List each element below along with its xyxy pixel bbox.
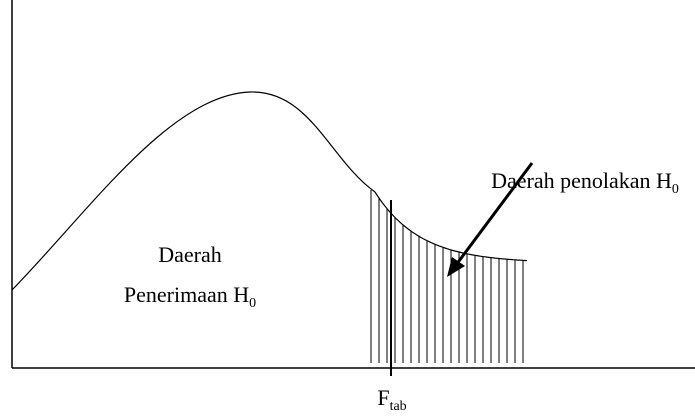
density-curve — [11, 91, 376, 291]
acceptance-label-main: Penerimaan H — [124, 282, 249, 307]
rejection-label-sub: 0 — [672, 182, 679, 197]
rejection-label-main: Daerah penolakan H — [491, 168, 672, 193]
arrow-shaft — [454, 162, 534, 266]
critical-value-label: Ftab — [377, 385, 406, 414]
acceptance-label-sub: 0 — [249, 296, 256, 311]
arrow-head — [447, 257, 465, 277]
acceptance-label: Penerimaan H0 — [124, 282, 256, 311]
critical-value-sub: tab — [390, 399, 407, 414]
critical-value-main: F — [377, 385, 389, 410]
acceptance-label: Daerah — [158, 242, 222, 267]
rejection-label: Daerah penolakan H0 — [491, 168, 679, 197]
rejection-hatching — [370, 190, 524, 363]
